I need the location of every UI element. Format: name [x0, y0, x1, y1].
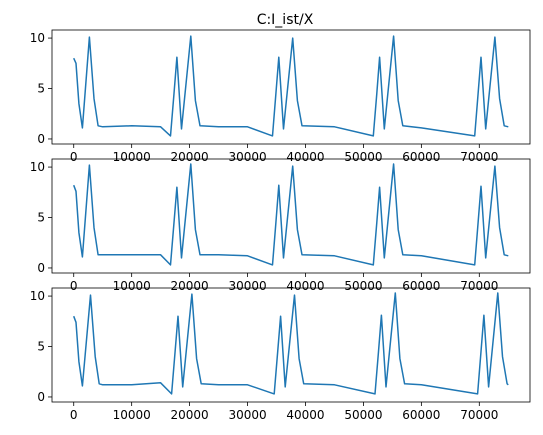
series-line	[72, 163, 509, 266]
y-tick-label: 0	[37, 390, 45, 404]
chart-title: C:I_ist/X	[257, 12, 314, 28]
x-tick-label: 0	[70, 408, 78, 422]
x-tick-label: 60000	[402, 279, 440, 293]
x-tick-label: 40000	[286, 150, 324, 164]
subplot-2: 0 10000 20000 30000 40000 50000 60000 70000 0 5 10	[30, 158, 531, 293]
x-tick-label: 30000	[228, 408, 266, 422]
x-tick-label: 20000	[171, 408, 209, 422]
x-tick-label: 30000	[228, 279, 266, 293]
x-tick-label: 0	[70, 279, 78, 293]
y-tick-label: 5	[37, 340, 45, 354]
axes-frame	[51, 29, 531, 145]
subplot-3: 0 10000 20000 30000 40000 50000 60000 70000 0 5 10	[30, 287, 531, 422]
subplot-1: 0 10000 20000 30000 40000 50000 60000 70000 0 5 10	[30, 29, 531, 164]
x-tick-label: 60000	[402, 150, 440, 164]
series-line	[72, 292, 509, 395]
x-tick-label: 20000	[171, 150, 209, 164]
x-tick-label: 70000	[460, 279, 498, 293]
y-tick-label: 10	[30, 289, 45, 303]
x-tick-label: 50000	[344, 279, 382, 293]
series-line	[73, 35, 509, 137]
y-tick-label: 5	[37, 211, 45, 225]
y-tick-label: 0	[37, 261, 45, 275]
x-tick-label: 60000	[402, 408, 440, 422]
axes-frame	[51, 158, 531, 274]
y-tick-label: 5	[37, 82, 45, 96]
y-tick-label: 0	[37, 132, 45, 146]
x-tick-label: 70000	[460, 408, 498, 422]
x-tick-label: 50000	[344, 408, 382, 422]
x-tick-label: 50000	[344, 150, 382, 164]
x-tick-label: 30000	[228, 150, 266, 164]
x-tick-label: 0	[70, 150, 78, 164]
x-tick-label: 10000	[113, 408, 151, 422]
x-tick-label: 70000	[460, 150, 498, 164]
y-tick-label: 10	[30, 31, 45, 45]
x-tick-label: 40000	[286, 408, 324, 422]
x-tick-label: 10000	[113, 279, 151, 293]
x-tick-label: 10000	[113, 150, 151, 164]
x-tick-label: 40000	[286, 279, 324, 293]
y-tick-label: 10	[30, 160, 45, 174]
axes-frame	[51, 287, 531, 403]
x-tick-label: 20000	[171, 279, 209, 293]
